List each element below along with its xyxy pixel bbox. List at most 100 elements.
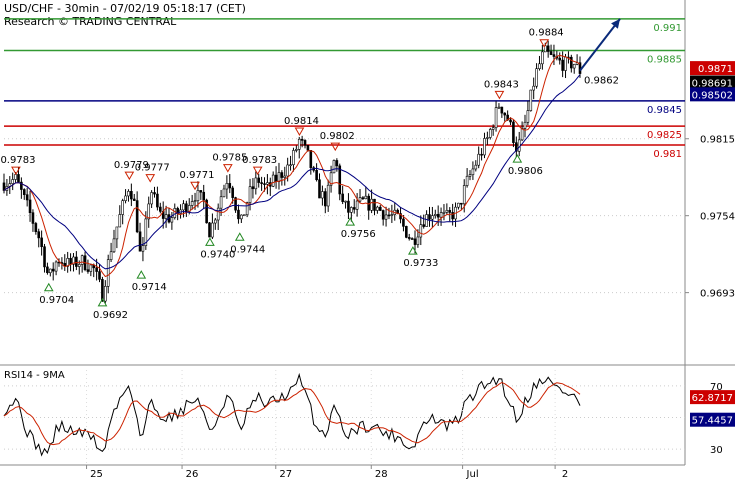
candle-body [11,179,14,184]
high-marker-icon [252,166,263,176]
candle-body [164,214,168,219]
candle-body [509,119,512,123]
candle-body [419,224,423,238]
candle-body [147,203,151,220]
candle-body [153,192,156,195]
candle-body [54,261,58,272]
candle-body [387,214,391,217]
candle-body [520,128,524,141]
candle-body [347,200,350,213]
candle-body [500,106,504,114]
candle-body [483,138,486,156]
candle-body [132,198,136,201]
candle-body [460,202,463,205]
candle-body [378,206,382,211]
x-tick-label: 26 [186,469,199,480]
candle-body [17,174,20,183]
low-label: 0.9714 [132,282,167,293]
high-label: 0.9814 [284,116,319,127]
candle-body [399,213,402,220]
candle-body [173,208,177,218]
candle-body [156,193,159,208]
candle-body [242,214,246,217]
candle-body [381,210,385,220]
candle-body [49,268,52,274]
candle-body [361,197,365,200]
candle-body [431,215,434,220]
low-marker-icon [97,297,108,307]
candle-body [355,200,359,210]
candle-body [109,251,113,260]
candle-body [497,106,501,109]
candle-body [572,64,576,69]
chart-title: USD/CHF - 30min - 07/02/19 05:18:17 (CET… [4,2,246,15]
x-tick-label: Jul [466,469,479,480]
level-label: 0.991 [653,23,682,34]
high-label: 0.9771 [180,170,215,181]
candle-body [80,255,84,265]
candle-body [115,226,119,240]
candle-body [515,142,518,152]
level-label: 0.9825 [647,130,682,141]
candle-body [86,269,90,272]
rsi-tag [690,390,735,405]
forecast-arrow-head-icon [611,18,620,29]
candle-body [315,169,318,181]
candle-body [170,217,174,223]
candle-body [300,138,304,141]
candle-body [491,127,495,130]
candle-body [98,271,101,280]
candle-body [445,210,449,213]
candle-body [211,222,214,238]
rsi-tag [690,412,735,427]
candle-body [480,153,483,156]
candle-body [457,202,460,208]
candle-body [558,57,562,61]
candle-body [254,177,258,190]
candle-body [564,56,567,71]
candle-body [28,199,32,213]
candle-body [95,267,98,272]
candle-body [266,182,269,185]
candle-body [72,256,75,265]
price-tag [690,87,735,102]
candle-body [40,237,43,248]
candle-body [51,268,55,272]
candle-body [405,226,408,238]
candle-body [225,183,229,190]
low-marker-icon [136,270,147,279]
rsi-ma-line [3,381,581,446]
candle-body [89,264,93,272]
candle-body [104,286,107,302]
candle-body [433,214,437,216]
candle-body [462,185,466,205]
low-marker-icon [408,246,418,255]
candle-body [112,238,116,253]
candle-body [561,59,564,71]
candle-body [277,172,281,182]
candle-body [43,246,46,268]
high-label: 0.9802 [320,131,355,142]
candle-body [251,186,255,190]
rsi-tick-label: 70 [710,382,723,393]
candle-body [486,137,489,139]
candle-body [20,181,23,190]
candle-body [512,121,515,143]
candle-body [75,256,78,267]
candle-body [240,214,243,220]
candle-body [350,207,353,213]
high-marker-icon [145,174,156,183]
candle-body [144,218,148,246]
low-label: 0.9692 [93,310,128,321]
candle-body [127,191,130,197]
candle-body [292,150,295,166]
rsi-tag-label: 57.4457 [692,416,733,427]
candle-body [323,191,327,207]
candle-body [329,172,333,186]
candle-body [141,245,145,252]
low-label: 0.9806 [508,166,543,177]
price-tag [690,61,735,76]
candle-body [159,206,162,212]
forecast-arrow-line [579,18,621,72]
